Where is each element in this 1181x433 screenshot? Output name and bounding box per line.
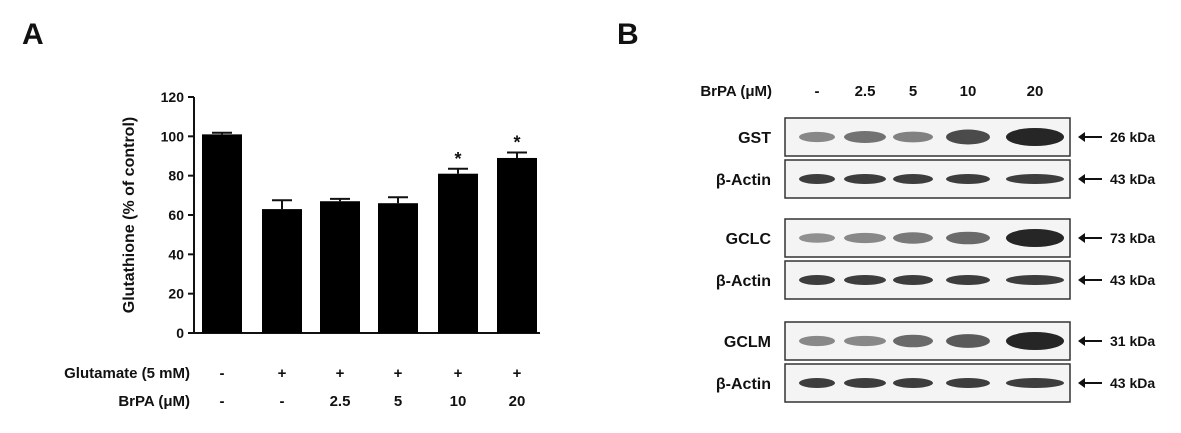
blot-band xyxy=(1006,174,1064,184)
size-arrow-head xyxy=(1078,132,1085,142)
blot-lane-label: 5 xyxy=(909,83,917,100)
size-arrow-head xyxy=(1078,233,1085,243)
condition-value: - xyxy=(220,365,225,382)
protein-row-label: GCLM xyxy=(724,334,771,351)
blot-band xyxy=(799,335,835,347)
blot-lane-label: 20 xyxy=(1027,83,1044,100)
condition-value: + xyxy=(278,365,287,382)
blot-band xyxy=(844,275,886,285)
y-tick-label: 80 xyxy=(168,168,184,184)
condition-value: - xyxy=(280,393,285,410)
blot-band xyxy=(946,275,990,285)
blot-band xyxy=(946,378,990,388)
size-arrow-head xyxy=(1078,174,1085,184)
y-axis-label: Glutathione (% of control) xyxy=(121,117,138,313)
panel-a-label: A xyxy=(22,18,44,51)
bar xyxy=(438,173,478,333)
size-arrow-head xyxy=(1078,275,1085,285)
glutathione-bar-chart: 0 20 40 60 80 100 120 Glutathione (% of control… xyxy=(64,89,540,410)
condition-value: 5 xyxy=(394,393,402,410)
actin-row-label: β-Actin xyxy=(716,273,771,290)
blot-band xyxy=(844,174,886,184)
significance-marker: * xyxy=(513,132,520,152)
condition-value: + xyxy=(336,365,345,382)
significance-marker: * xyxy=(454,149,461,169)
blot-band xyxy=(893,174,933,184)
blot-band xyxy=(893,378,933,388)
blot-header-label: BrPA (μM) xyxy=(700,83,772,100)
blot-band xyxy=(799,275,835,285)
actin-row-label: β-Actin xyxy=(716,376,771,393)
blot-band xyxy=(893,334,933,348)
size-label: 73 kDa xyxy=(1110,230,1155,246)
protein-row-label: GST xyxy=(738,130,771,147)
bar xyxy=(320,201,360,333)
blot-band xyxy=(844,378,886,388)
blot-band xyxy=(799,131,835,143)
condition-value: 10 xyxy=(450,393,467,410)
condition-value: 2.5 xyxy=(330,393,351,410)
size-label: 43 kDa xyxy=(1110,272,1155,288)
panel-b-label: B xyxy=(617,18,639,51)
blot-band xyxy=(844,335,886,347)
blot-lane-label: 2.5 xyxy=(855,83,876,100)
condition-label: BrPA (μM) xyxy=(118,393,190,410)
y-tick-label: 120 xyxy=(161,89,185,105)
size-label: 31 kDa xyxy=(1110,333,1155,349)
size-label: 26 kDa xyxy=(1110,129,1155,145)
size-label: 43 kDa xyxy=(1110,375,1155,391)
bar xyxy=(497,157,537,333)
blot-band xyxy=(1006,378,1064,388)
size-label: 43 kDa xyxy=(1110,171,1155,187)
size-arrow-head xyxy=(1078,336,1085,346)
blot-band xyxy=(844,232,886,244)
condition-value: + xyxy=(513,365,522,382)
blot-band xyxy=(946,129,990,145)
blot-band xyxy=(1006,128,1064,146)
blot-band xyxy=(799,378,835,388)
blot-band xyxy=(946,231,990,245)
bar xyxy=(262,209,302,333)
condition-value: + xyxy=(454,365,463,382)
y-tick-label: 0 xyxy=(176,325,184,341)
condition-label: Glutamate (5 mM) xyxy=(64,365,190,382)
blot-band xyxy=(893,131,933,143)
actin-row-label: β-Actin xyxy=(716,172,771,189)
bar xyxy=(202,134,242,333)
blot-band xyxy=(946,174,990,184)
bar xyxy=(378,203,418,333)
blot-band xyxy=(1006,229,1064,247)
condition-value: 20 xyxy=(509,393,526,410)
blot-band xyxy=(1006,275,1064,285)
blot-band xyxy=(893,275,933,285)
y-tick-label: 60 xyxy=(168,207,184,223)
size-arrow-head xyxy=(1078,378,1085,388)
y-tick-label: 40 xyxy=(168,246,184,262)
blot-band xyxy=(1006,332,1064,350)
condition-value: - xyxy=(220,393,225,410)
protein-row-label: GCLC xyxy=(726,231,772,248)
blot-band xyxy=(844,131,886,143)
blot-band xyxy=(893,232,933,244)
blot-band xyxy=(946,334,990,348)
y-tick-label: 20 xyxy=(168,286,184,302)
blot-band xyxy=(799,174,835,184)
blot-lane-label: 10 xyxy=(960,83,977,100)
blot-band xyxy=(799,233,835,243)
y-tick-label: 100 xyxy=(161,128,185,144)
blot-lane-label: - xyxy=(815,83,820,100)
condition-value: + xyxy=(394,365,403,382)
